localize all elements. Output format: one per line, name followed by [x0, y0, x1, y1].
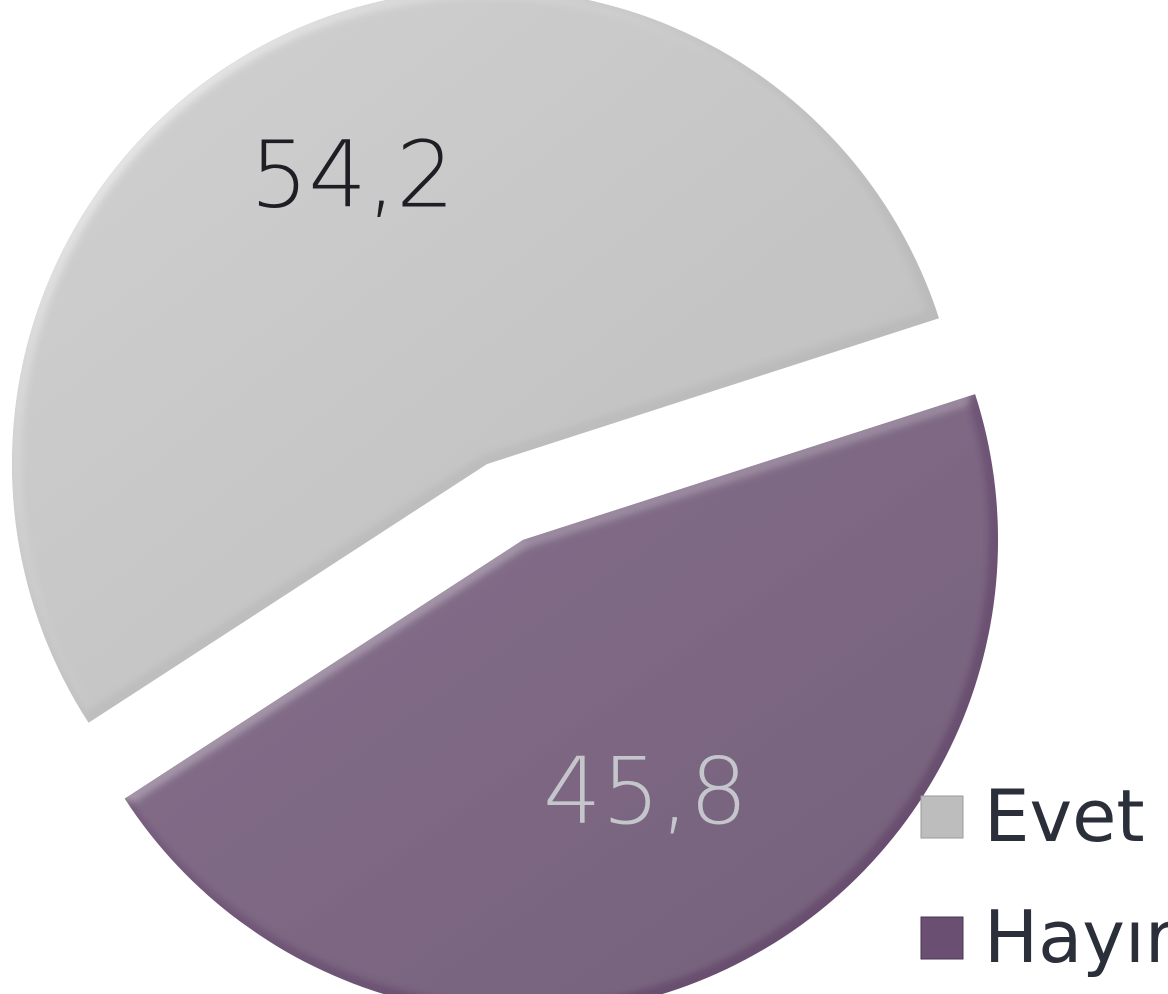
legend-label-evet: Evet [984, 774, 1145, 858]
data-label-evet: 54,2 [250, 121, 455, 228]
legend-item-hayir: Hayır [920, 895, 1168, 979]
pie-slice-hay-r [124, 394, 999, 994]
legend-swatch-hayir [920, 916, 964, 960]
legend-label-hayir: Hayır [984, 895, 1168, 979]
legend: Evet Hayır [920, 774, 1168, 979]
pie-slice-evet [11, 0, 940, 723]
data-label-hay-r: 45,8 [543, 738, 748, 845]
pie-data-labels: 54,2 45,8 [250, 121, 748, 844]
legend-item-evet: Evet [920, 774, 1145, 858]
pie-slices [11, 0, 999, 994]
legend-swatch-evet [920, 795, 964, 839]
